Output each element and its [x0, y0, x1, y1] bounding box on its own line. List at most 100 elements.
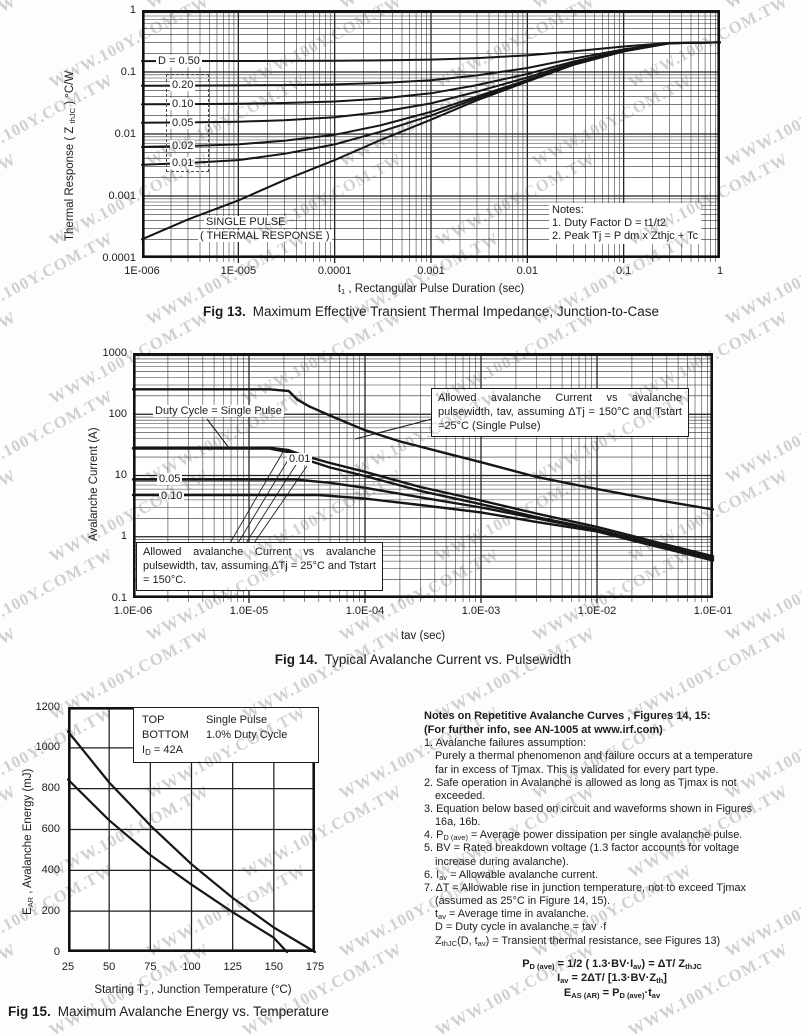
y-tick-label: 10: [114, 469, 127, 481]
legend-row-bottom: BOTTOM 1.0% Duty Cycle: [142, 729, 288, 741]
x-tick-label: 1.0E-02: [577, 605, 617, 617]
watermark-text: WWW.100Y.COM.TW: [722, 386, 801, 487]
y-tick-label: 0.001: [108, 189, 136, 202]
fig13-curve-label-d010: 0.10: [170, 98, 196, 110]
series-single-pulse-dtj-25c: [131, 446, 715, 558]
note-line: ZthJC(D, tav) = Transient thermal resist…: [435, 934, 721, 948]
y-tick-label: 0: [53, 945, 60, 958]
note-line: 2. Safe operation in Avalanche is allowe…: [424, 776, 737, 789]
notes-items: 1. Avalanche failures assumption: Purely …: [424, 737, 800, 948]
equation-line: PD (ave) = 1/2 ( 1.3·BV·Iav) = ΔT/ ZthJC: [522, 957, 702, 971]
fig14-curve-label-d005: 0.05: [157, 473, 183, 485]
y-tick-label: 0.0001: [102, 251, 136, 264]
x-tick-label: 0.0001: [317, 265, 352, 277]
fig13-curve-label-d050: D = 0.50: [156, 55, 202, 67]
fig14-cold-note-box: Allowed avalanche Current vs avalanche p…: [136, 542, 383, 592]
y-tick-label: 1: [120, 530, 127, 543]
watermark-text: WWW.100Y.COM.TW: [0, 149, 20, 250]
legend-row-top: TOP Single Pulse: [142, 714, 268, 726]
y-tick-label: 400: [41, 863, 60, 876]
x-tick-label: 0.001: [417, 265, 445, 277]
x-tick-label: 1.0E-01: [693, 605, 733, 617]
note-line: 16a, 16b.: [435, 816, 481, 829]
series-d-0-10: [131, 493, 715, 562]
fig14-curve-label-d001: 0.01: [287, 453, 313, 465]
watermark-text: WWW.100Y.COM.TW: [0, 307, 20, 408]
fig14-x-axis-label: tav (sec): [400, 630, 446, 642]
x-tick-label: 1: [716, 265, 724, 277]
note-line: (assumed as 25°C in Figure 14, 15).: [435, 895, 611, 908]
note-line: 4. PD (ave) = Average power dissipation …: [424, 829, 743, 843]
series-d-0-50: [141, 41, 721, 63]
fig15-caption: Fig 15. Maximum Avalanche Energy vs. Temp…: [8, 1004, 329, 1019]
fig13-curve-label-d001: 0.01: [170, 157, 196, 169]
x-tick-label: 1.0E-06: [113, 605, 153, 617]
x-tick-label: 1.0E-03: [461, 605, 501, 617]
fig14-curve-label-d010: 0.10: [159, 490, 185, 502]
y-tick-label: 1: [129, 3, 136, 16]
y-tick-label: 0.1: [120, 65, 136, 78]
x-tick-label: 125: [223, 961, 242, 973]
fig13-y-axis-label: Thermal Response ( Z thJC ) °C/W: [64, 70, 77, 241]
fig14-y-axis-label: Avalanche Current (A): [88, 427, 100, 541]
y-tick-label: 200: [41, 904, 60, 917]
notes-equations: PD (ave) = 1/2 ( 1.3·BV·Iav) = ΔT/ ZthJC…: [424, 957, 800, 1001]
series-1-0-duty-cycle-bottom-: [66, 778, 289, 954]
fig13-note-line: Notes:: [552, 204, 584, 216]
watermark-text: WWW.100Y.COM.TW: [722, 0, 801, 14]
watermark-text: WWW.100Y.COM.TW: [0, 0, 20, 92]
note-line: 1. Avalanche failures assumption:: [424, 737, 587, 750]
note-line: 7. ΔT = Allowable rise in junction tempe…: [424, 881, 746, 894]
x-tick-label: 25: [61, 961, 75, 973]
fig13-single-pulse-label-line2: ( THERMAL RESPONSE ): [198, 230, 332, 242]
notes-title-line1: Notes on Repetitive Avalanche Curves , F…: [424, 710, 711, 722]
x-tick-label: 1E-006: [124, 265, 160, 277]
y-tick-label: 0.01: [114, 127, 136, 140]
legend-row-id: ID = 42A: [142, 744, 183, 757]
x-tick-label: 175: [305, 961, 325, 973]
fig13-notes: Notes: 1. Duty Factor D = t1/t2 2. Peak …: [549, 203, 702, 244]
series-d-0-05: [131, 478, 715, 561]
note-line: exceeded.: [435, 789, 486, 802]
x-tick-label: 75: [144, 961, 157, 973]
fig13-curve-label-d005: 0.05: [170, 117, 196, 129]
note-line: 6. Iav = Allowable avalanche current.: [424, 868, 599, 882]
fig13-note-line: 1. Duty Factor D = t1/t2: [552, 217, 667, 229]
note-line: increase during avalanche).: [435, 855, 569, 868]
fig15-legend: TOP Single Pulse BOTTOM 1.0% Duty Cycle …: [133, 707, 319, 763]
notes-column: Notes on Repetitive Avalanche Curves , F…: [424, 710, 800, 1000]
note-line: tav = Average time in avalanche.: [435, 908, 589, 922]
x-tick-label: 1E-005: [220, 265, 257, 277]
equation-line: Iav = 2ΔT/ [1.3·BV·Zth]: [557, 972, 667, 986]
x-tick-label: 150: [264, 961, 284, 973]
y-tick-label: 1200: [35, 700, 60, 713]
fig15-x-axis-label: Starting TJ , Junction Temperature (°C): [94, 984, 292, 997]
note-line: Purely a thermal phenomenon and failure …: [435, 750, 753, 763]
x-tick-label: 0.01: [516, 265, 539, 277]
equation-line: EAS (AR) = PD (ave)·tav: [563, 986, 661, 1000]
y-tick-label: 1000: [102, 346, 127, 359]
note-line: 3. Equation below based on circuit and w…: [424, 802, 753, 815]
x-tick-label: 1.0E-04: [345, 605, 385, 617]
fig13-duty-labels-dashed-box: [166, 74, 209, 172]
fig13-curve-label-d002: 0.02: [170, 140, 196, 152]
note-line: far in excess of Tjmax. This is validate…: [435, 763, 719, 776]
note-line: 5. BV = Rated breakdown voltage (1.3 fac…: [424, 842, 740, 855]
fig13-caption: Fig 13. Maximum Effective Transient Therm…: [203, 304, 659, 319]
y-tick-label: 600: [41, 823, 60, 835]
fig14-curve-label-single-pulse: Duty Cycle = Single Pulse: [153, 405, 284, 417]
y-tick-label: 0.1: [111, 591, 127, 604]
x-tick-label: 50: [103, 961, 116, 973]
watermark-text: WWW.100Y.COM.TW: [0, 70, 117, 171]
watermark-text: WWW.100Y.COM.TW: [722, 70, 801, 171]
x-tick-label: 0.1: [616, 265, 632, 277]
fig13-note-line: 2. Peak Tj = P dm x Zthjc + Tc: [552, 230, 699, 242]
x-tick-label: 100: [182, 961, 201, 973]
fig13-curve-label-d020: 0.20: [170, 79, 196, 91]
y-tick-label: 100: [108, 407, 127, 420]
fig13-single-pulse-label-line1: SINGLE PULSE: [204, 216, 288, 228]
y-tick-label: 800: [41, 782, 60, 795]
fig14-hot-note-box: Allowed avalanche Current vs avalanche p…: [431, 388, 689, 438]
series-single-pulse-top-: [66, 730, 317, 954]
